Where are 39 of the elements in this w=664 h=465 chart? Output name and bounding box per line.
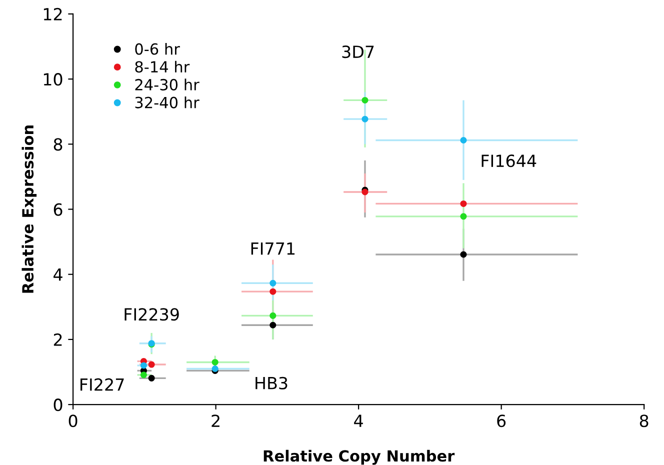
y-tick-label: 8	[54, 138, 62, 151]
point	[270, 288, 276, 295]
point	[270, 322, 276, 328]
point	[460, 200, 467, 207]
point	[140, 372, 147, 378]
legend-label: 24-30 hr	[135, 78, 200, 90]
x-tick-label: 2	[212, 414, 220, 427]
point	[212, 358, 218, 366]
point	[460, 251, 467, 258]
point	[270, 280, 276, 286]
x-tick-label: 4	[354, 414, 363, 427]
annotation: FI2239	[124, 308, 179, 321]
x-tick-label: 6	[497, 414, 506, 428]
y-tick-label: 2	[54, 333, 62, 346]
annotation: FI1644	[482, 154, 536, 168]
y-tick-label: 10	[44, 73, 62, 86]
annotation: FI771	[251, 242, 295, 255]
annotation: 3D7	[342, 45, 374, 58]
point	[362, 96, 368, 104]
x-axis-title: Relative Copy Number	[264, 450, 455, 465]
point	[148, 361, 155, 368]
point	[140, 362, 147, 369]
point	[270, 312, 276, 319]
x-tick-label: 8	[640, 414, 648, 428]
y-tick-label: 6	[54, 203, 62, 216]
point	[148, 374, 155, 382]
annotation: HB3	[256, 376, 288, 390]
annotation: FI227	[80, 378, 124, 391]
point	[460, 136, 467, 144]
x-tick-label: 0	[68, 414, 78, 428]
y-tick-label: 4	[54, 268, 62, 281]
y-tick-label: 12	[44, 8, 62, 20]
legend-label: 32-40 hr	[135, 96, 200, 108]
legend-label: 0-6 hr	[135, 42, 180, 55]
y-tick-label: 0	[54, 398, 62, 412]
y-axis-title: Relative Expression	[22, 126, 37, 293]
point	[362, 116, 368, 122]
point	[460, 213, 467, 220]
legend-label: 8-14 hr	[135, 60, 190, 73]
